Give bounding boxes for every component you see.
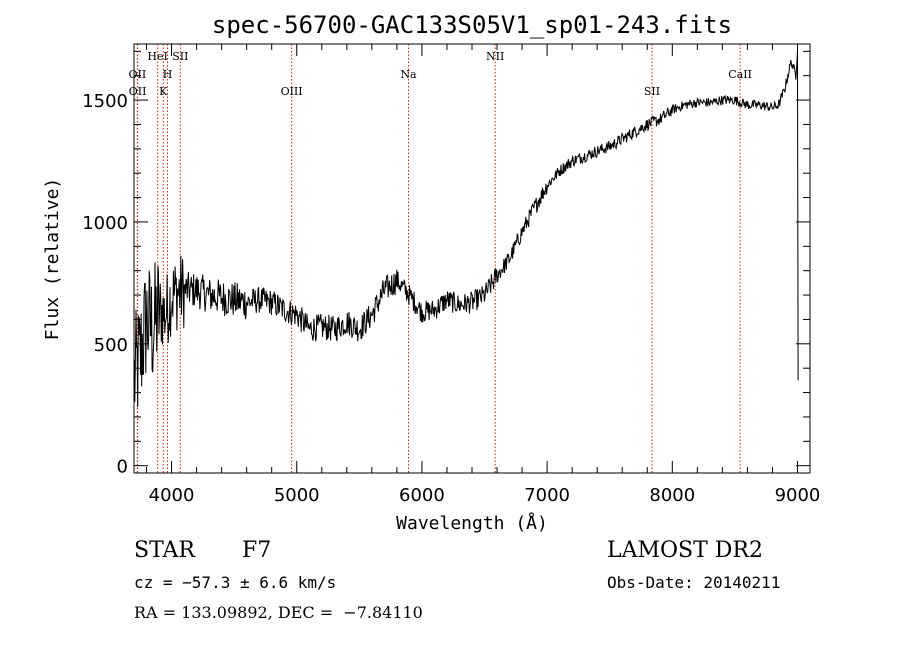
y-tick-label: 1500 [82, 91, 128, 112]
survey-name: LAMOST DR2 [607, 538, 763, 563]
x-tick-label: 5000 [274, 485, 320, 506]
reference-line-label: OII [129, 85, 147, 98]
reference-line-label: HeI [147, 50, 167, 63]
y-tick-label: 0 [117, 457, 128, 478]
x-axis-label: Wavelength (Å) [396, 512, 548, 534]
x-tick-label: 4000 [149, 485, 195, 506]
reference-line-label: NII [486, 50, 504, 63]
plot-frame [133, 43, 811, 474]
object-class: STAR [134, 538, 195, 563]
observation-date: Obs-Date: 20140211 [607, 573, 781, 592]
chart-title: spec-56700-GAC133S05V1_sp01-243.fits [212, 11, 732, 39]
y-axis-label: Flux (relative) [42, 178, 63, 341]
x-tick-label: 6000 [399, 485, 445, 506]
reference-line-label: OIII [281, 85, 303, 98]
reference-line-label: Na [400, 68, 417, 81]
reference-line-label: CaII [728, 68, 752, 81]
y-tick-label: 500 [94, 335, 128, 356]
x-tick-label: 8000 [649, 485, 695, 506]
redshift-velocity: cz = −57.3 ± 6.6 km/s [134, 573, 337, 592]
x-tick-label: 9000 [775, 485, 821, 506]
spectrum-line [133, 51, 799, 408]
reference-line-label: SII [172, 50, 188, 63]
reference-line-label: H [163, 68, 173, 81]
y-tick-label: 1000 [82, 213, 128, 234]
reference-line-label: K [159, 85, 168, 98]
x-tick-label: 7000 [524, 485, 570, 506]
reference-line-label: OII [129, 68, 147, 81]
object-subclass: F7 [242, 538, 272, 563]
ra-dec-coordinates: RA = 133.09892, DEC = −7.84110 [134, 603, 423, 622]
reference-line-label: SII [644, 85, 660, 98]
